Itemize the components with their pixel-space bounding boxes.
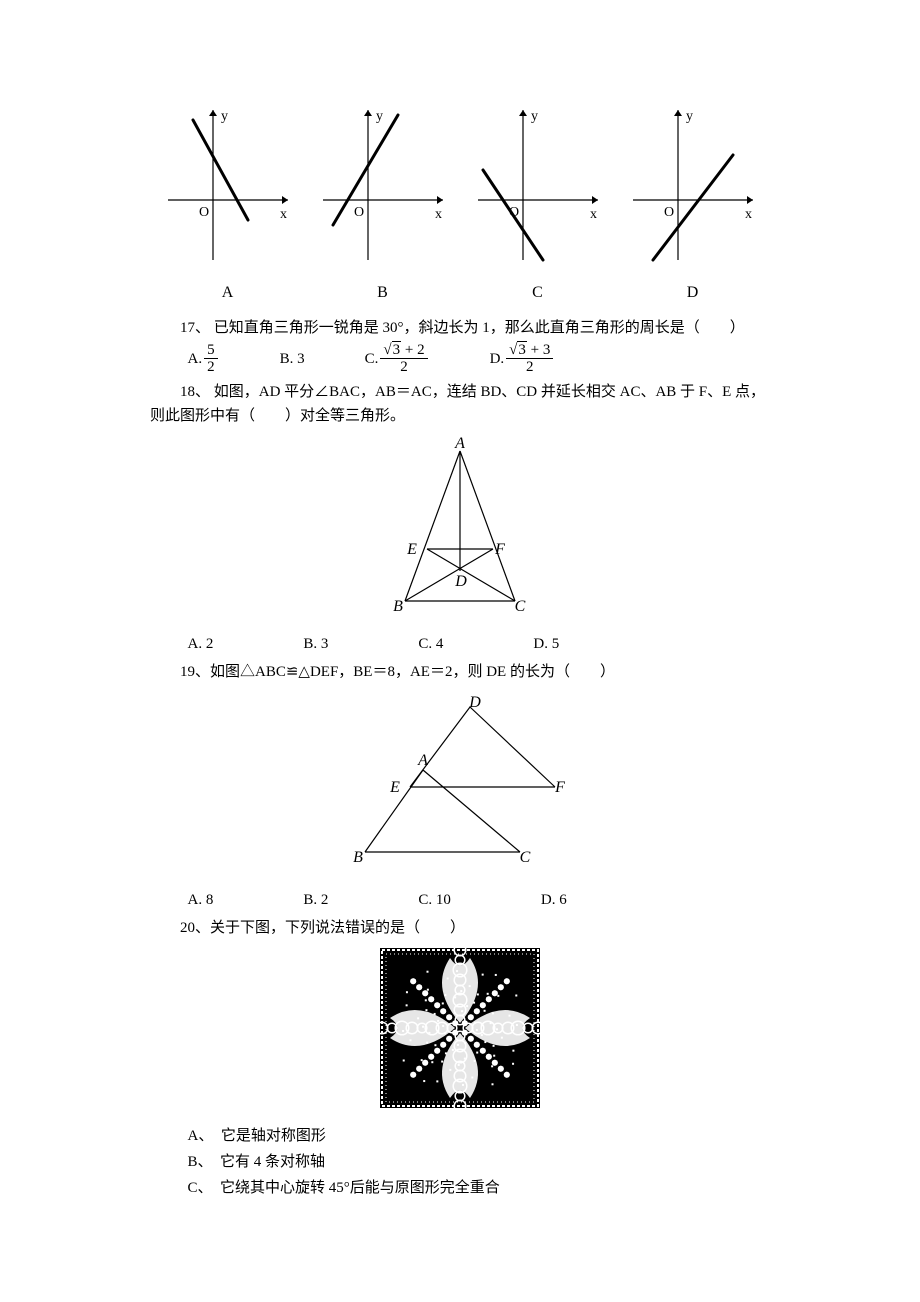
graph-label-B: B (313, 280, 453, 306)
svg-text:C: C (515, 598, 526, 615)
q19-number: 19、 (180, 664, 210, 680)
svg-text:F: F (554, 779, 565, 796)
q19-option-A: A. 8 (188, 888, 214, 912)
svg-text:O: O (199, 205, 209, 220)
q19-option-C: C. 10 (418, 888, 451, 912)
svg-text:F: F (494, 541, 505, 558)
question-17: 17、 已知直角三角形一锐角是 30°，斜边长为 1，那么此直角三角形的周长是（… (150, 316, 770, 340)
svg-text:x: x (745, 207, 752, 222)
svg-text:x: x (590, 207, 597, 222)
svg-text:O: O (664, 205, 674, 220)
q19-figure: A B C D E F (150, 692, 770, 880)
svg-text:O: O (509, 205, 519, 220)
q18-figure: A B C D E F (150, 436, 770, 624)
q20-number: 20、 (180, 920, 210, 936)
q19-options: A. 8 B. 2 C. 10 D. 6 (188, 888, 771, 912)
q17-option-B: B. 3 (280, 342, 305, 376)
graph-label-C: C (468, 280, 608, 306)
graph-B: Ox y B (313, 100, 453, 306)
svg-text:A: A (454, 436, 465, 452)
q19-option-B: B. 2 (303, 888, 328, 912)
q20-options: A、 它是轴对称图形 B、 它有 4 条对称轴 C、 它绕其中心旋转 45°后能… (188, 1124, 771, 1200)
svg-text:y: y (531, 109, 538, 124)
graph-label-A: A (158, 280, 298, 306)
q20-option-C: C、 它绕其中心旋转 45°后能与原图形完全重合 (188, 1176, 771, 1200)
q19-text: 如图△ABC≌△DEF，BE＝8，AE＝2，则 DE 的长为（ ） (210, 664, 615, 680)
question-18: 18、 如图，AD 平分∠BAC，AB＝AC，连结 BD、CD 并延长相交 AC… (150, 380, 770, 404)
q17-option-D: D. √3 + 32 (490, 342, 556, 376)
svg-text:A: A (417, 752, 428, 769)
q17-options: A. 52 B. 3 C. √3 + 22 D. √3 + 32 (188, 342, 771, 376)
q17-option-C: C. √3 + 22 (365, 342, 430, 376)
graph-label-D: D (623, 280, 763, 306)
question-19: 19、如图△ABC≌△DEF，BE＝8，AE＝2，则 DE 的长为（ ） (150, 660, 770, 684)
q17-number: 17、 (180, 320, 210, 336)
svg-text:x: x (280, 207, 287, 222)
q20-figure (150, 948, 770, 1116)
q18-number: 18、 (180, 384, 210, 400)
graph-A: Ox y A (158, 100, 298, 306)
graph-D: Ox y D (623, 100, 763, 306)
svg-text:y: y (686, 109, 693, 124)
q17-option-A: A. 52 (188, 342, 220, 376)
q18-option-A: A. 2 (188, 632, 214, 656)
svg-text:x: x (435, 207, 442, 222)
svg-text:y: y (376, 109, 383, 124)
svg-text:B: B (393, 598, 403, 615)
q20-option-B: B、 它有 4 条对称轴 (188, 1150, 771, 1174)
svg-text:E: E (406, 541, 417, 558)
graphs-row: Ox y A Ox y B Ox y C Ox y D (150, 100, 770, 306)
graph-C: Ox y C (468, 100, 608, 306)
q18-text1: 如图，AD 平分∠BAC，AB＝AC，连结 BD、CD 并延长相交 AC、AB … (214, 384, 765, 400)
q20-text: 关于下图，下列说法错误的是（ ） (210, 920, 465, 936)
q18-option-B: B. 3 (303, 632, 328, 656)
q18-option-D: D. 5 (533, 632, 559, 656)
svg-text:D: D (468, 694, 481, 711)
svg-text:y: y (221, 109, 228, 124)
svg-text:D: D (454, 573, 467, 590)
svg-text:C: C (520, 849, 531, 866)
q17-text: 已知直角三角形一锐角是 30°，斜边长为 1，那么此直角三角形的周长是（ ） (214, 320, 745, 336)
svg-text:O: O (354, 205, 364, 220)
svg-text:B: B (353, 849, 363, 866)
q20-option-A: A、 它是轴对称图形 (188, 1124, 771, 1148)
q18-text2: 则此图形中有（ ）对全等三角形。 (150, 404, 770, 428)
question-20: 20、关于下图，下列说法错误的是（ ） (150, 916, 770, 940)
q18-option-C: C. 4 (418, 632, 443, 656)
svg-text:E: E (389, 779, 400, 796)
q18-options: A. 2 B. 3 C. 4 D. 5 (188, 632, 771, 656)
q19-option-D: D. 6 (541, 888, 567, 912)
